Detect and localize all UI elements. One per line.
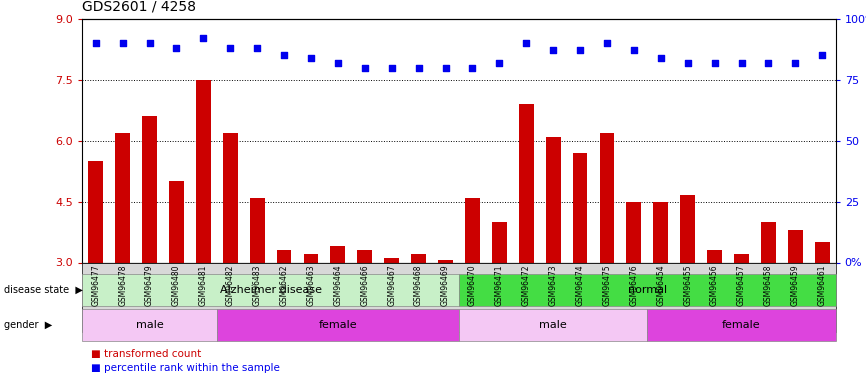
Bar xyxy=(438,261,453,262)
Bar xyxy=(492,222,507,262)
Point xyxy=(116,40,130,46)
Text: GSM96470: GSM96470 xyxy=(468,264,477,306)
Bar xyxy=(411,254,426,262)
Text: GSM96461: GSM96461 xyxy=(818,264,827,306)
Bar xyxy=(331,246,346,262)
Point xyxy=(546,48,560,54)
Text: GSM96456: GSM96456 xyxy=(710,264,719,306)
Text: GSM96458: GSM96458 xyxy=(764,264,773,306)
Point xyxy=(89,40,103,46)
Bar xyxy=(761,222,776,262)
Point xyxy=(761,60,775,66)
Bar xyxy=(788,230,803,262)
Point xyxy=(358,64,372,70)
Text: GSM96474: GSM96474 xyxy=(576,264,585,306)
Point xyxy=(331,60,345,66)
Text: GSM96476: GSM96476 xyxy=(630,264,638,306)
Bar xyxy=(115,132,130,262)
Bar xyxy=(681,195,695,262)
Text: GSM96475: GSM96475 xyxy=(603,264,611,306)
Point xyxy=(788,60,802,66)
Bar xyxy=(276,251,292,262)
Point xyxy=(438,64,452,70)
Point xyxy=(143,40,157,46)
Text: male: male xyxy=(540,320,567,330)
Point xyxy=(681,60,695,66)
Bar xyxy=(223,132,237,262)
Bar xyxy=(519,104,533,262)
Point xyxy=(277,53,291,58)
Bar xyxy=(815,242,830,262)
Point xyxy=(170,45,184,51)
Point xyxy=(197,35,210,41)
Bar xyxy=(169,181,184,262)
Text: GSM96473: GSM96473 xyxy=(549,264,558,306)
Text: male: male xyxy=(136,320,164,330)
Bar xyxy=(385,258,399,262)
Text: normal: normal xyxy=(628,285,667,295)
Point xyxy=(573,48,587,54)
Bar xyxy=(546,136,560,262)
Bar xyxy=(653,202,669,262)
Text: GSM96479: GSM96479 xyxy=(145,264,154,306)
Bar xyxy=(708,251,722,262)
Point xyxy=(466,64,480,70)
Bar xyxy=(249,198,265,262)
Point xyxy=(385,64,398,70)
Text: GSM96459: GSM96459 xyxy=(791,264,800,306)
Bar xyxy=(465,198,480,262)
Text: GSM96457: GSM96457 xyxy=(737,264,746,306)
Bar xyxy=(734,254,749,262)
Text: female: female xyxy=(722,320,761,330)
Text: GSM96478: GSM96478 xyxy=(118,264,127,306)
Bar xyxy=(599,132,614,262)
Bar xyxy=(196,80,210,262)
Bar xyxy=(358,251,372,262)
Text: gender  ▶: gender ▶ xyxy=(4,320,53,330)
Text: GSM96482: GSM96482 xyxy=(226,264,235,306)
Text: GSM96480: GSM96480 xyxy=(172,264,181,306)
Text: disease state  ▶: disease state ▶ xyxy=(4,285,83,295)
Bar xyxy=(88,161,103,262)
Text: GSM96477: GSM96477 xyxy=(91,264,100,306)
Point xyxy=(520,40,533,46)
Text: GSM96468: GSM96468 xyxy=(414,264,423,306)
Point xyxy=(708,60,721,66)
Bar xyxy=(626,202,642,262)
Text: ■ percentile rank within the sample: ■ percentile rank within the sample xyxy=(91,363,280,373)
Point xyxy=(411,64,425,70)
Point xyxy=(654,55,668,61)
Text: ■ transformed count: ■ transformed count xyxy=(91,349,201,359)
Point xyxy=(304,55,318,61)
Text: GSM96481: GSM96481 xyxy=(199,264,208,306)
Text: GSM96463: GSM96463 xyxy=(307,264,315,306)
Text: female: female xyxy=(319,320,357,330)
Point xyxy=(250,45,264,51)
Point xyxy=(223,45,237,51)
Text: GSM96471: GSM96471 xyxy=(494,264,504,306)
Point xyxy=(600,40,614,46)
Point xyxy=(815,53,829,58)
Text: GDS2601 / 4258: GDS2601 / 4258 xyxy=(82,0,197,13)
Text: GSM96462: GSM96462 xyxy=(280,264,288,306)
Text: GSM96455: GSM96455 xyxy=(683,264,692,306)
Point xyxy=(493,60,507,66)
Bar xyxy=(572,153,587,262)
Point xyxy=(734,60,748,66)
Bar xyxy=(142,116,157,262)
Text: GSM96466: GSM96466 xyxy=(360,264,369,306)
Text: Alzheimer disease: Alzheimer disease xyxy=(220,285,321,295)
Text: GSM96469: GSM96469 xyxy=(441,264,450,306)
Text: GSM96464: GSM96464 xyxy=(333,264,342,306)
Bar xyxy=(304,254,319,262)
Text: GSM96454: GSM96454 xyxy=(656,264,665,306)
Point xyxy=(627,48,641,54)
Text: GSM96472: GSM96472 xyxy=(521,264,531,306)
Text: GSM96483: GSM96483 xyxy=(253,264,262,306)
Text: GSM96467: GSM96467 xyxy=(387,264,397,306)
